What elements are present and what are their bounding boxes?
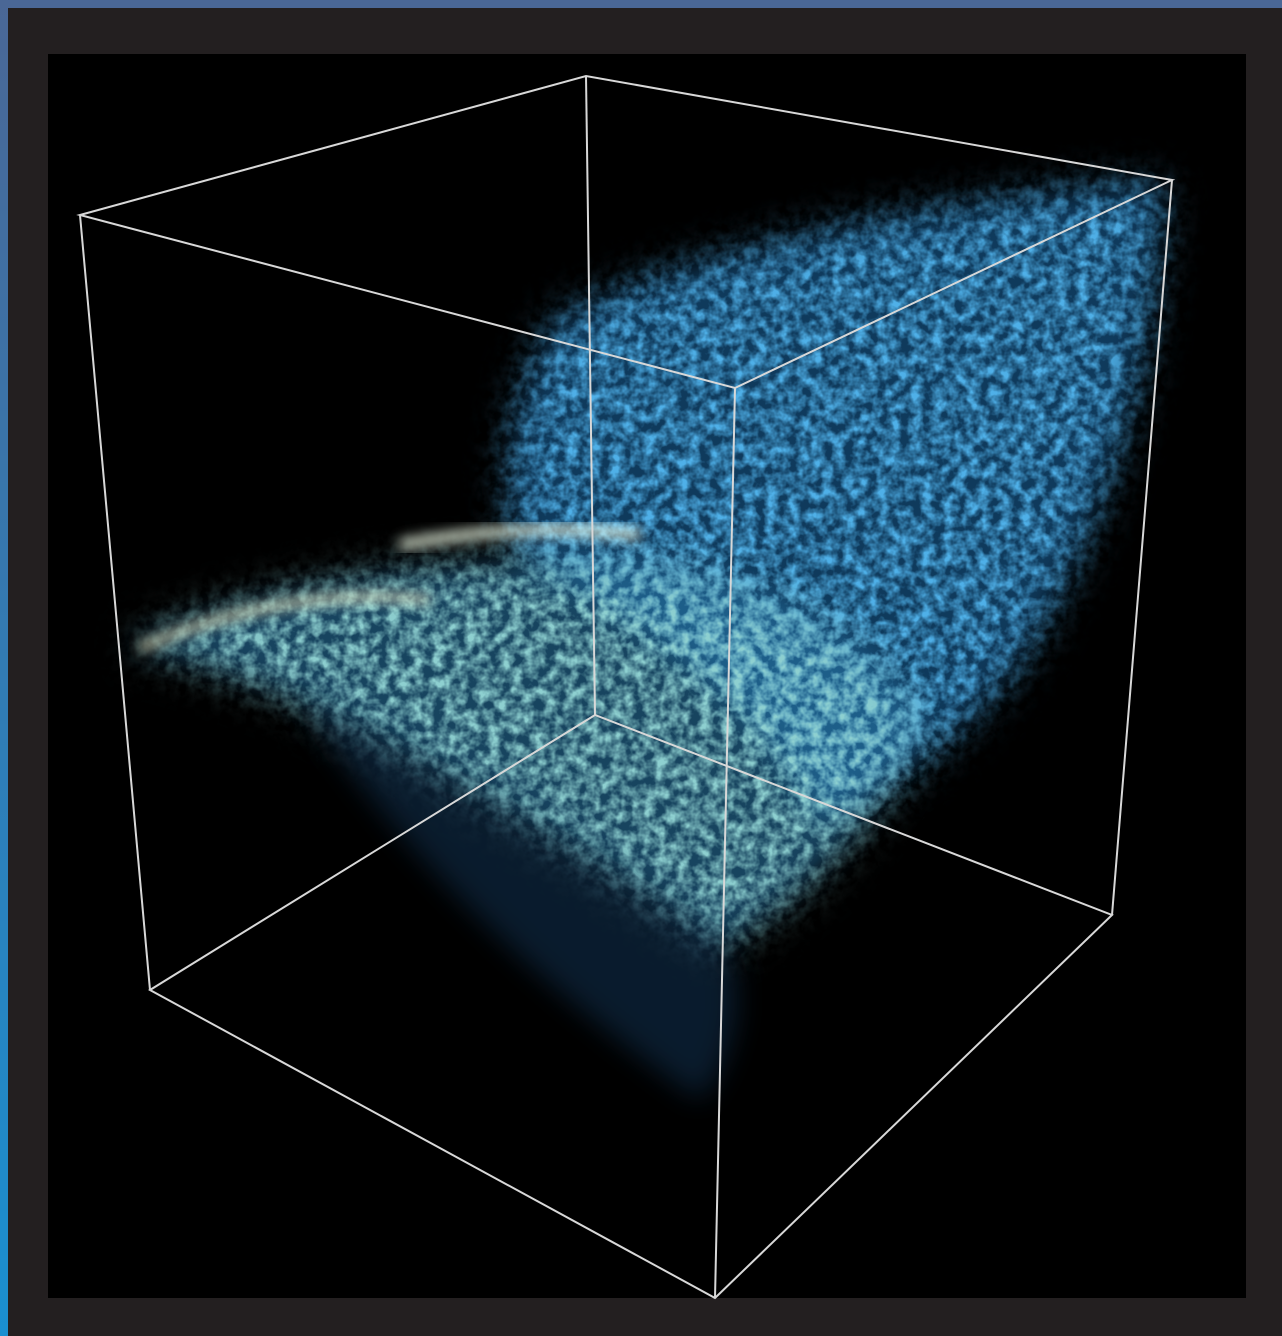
lower-wedge (130, 560, 920, 945)
bright-streak (138, 592, 431, 653)
top-edge (0, 0, 1282, 8)
upper-sheet (512, 185, 1160, 820)
box-edge (585, 75, 596, 716)
volume-render (130, 185, 1160, 1100)
box-bottom (148, 713, 1114, 1300)
box-edge (714, 387, 736, 1299)
bounding-box (76, 74, 1176, 1300)
left-edge (0, 0, 8, 1336)
box-edge (79, 214, 151, 991)
bright-streak (398, 523, 641, 551)
box-edge (1111, 179, 1173, 916)
haze (300, 700, 738, 1100)
